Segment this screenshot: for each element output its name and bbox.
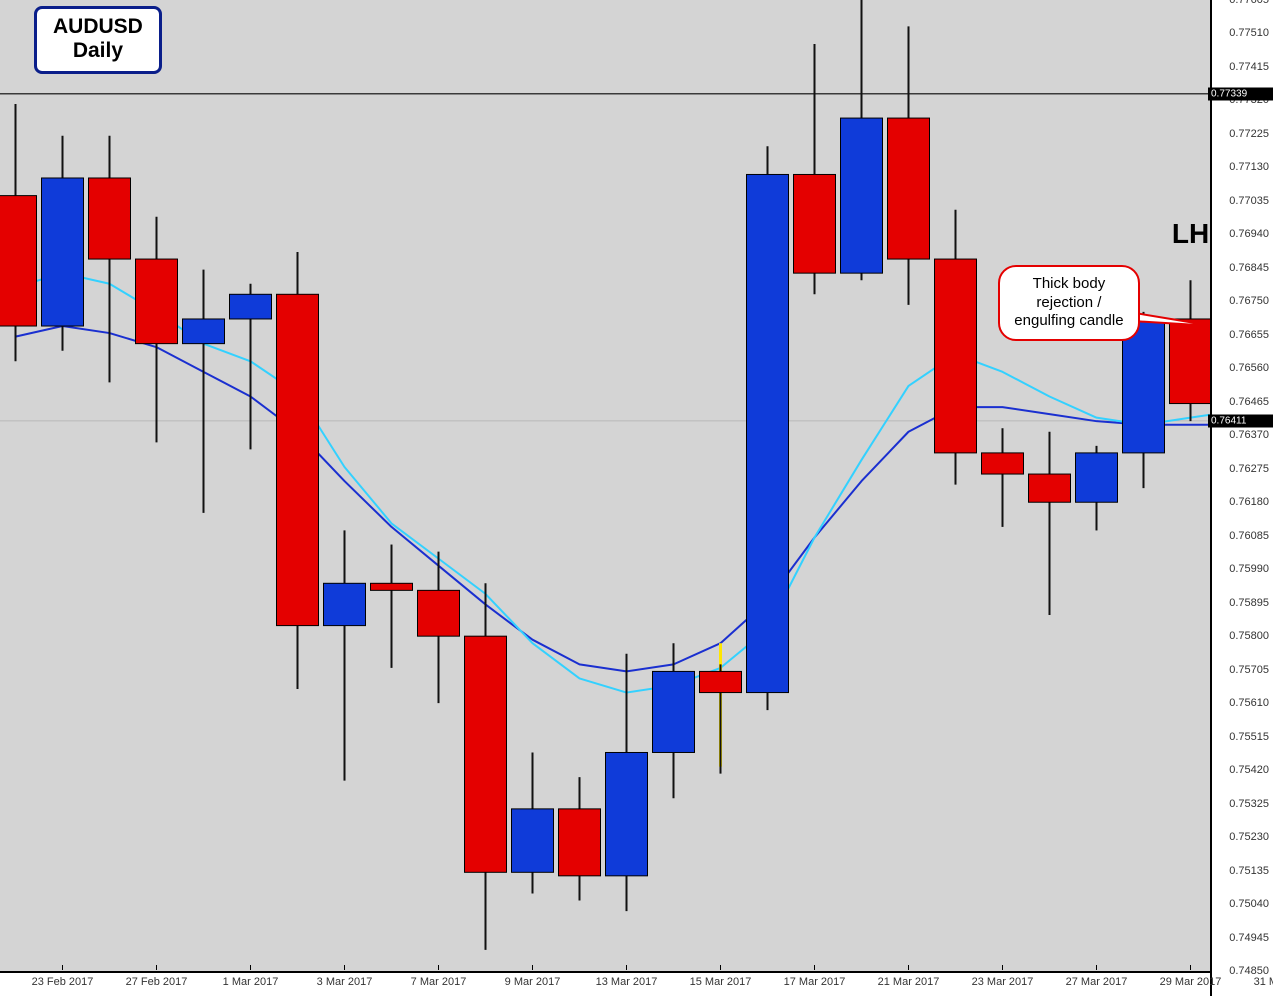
x-tick: 27 Feb 2017 <box>126 976 188 988</box>
y-tick: 0.76275 <box>1229 463 1269 475</box>
chart-title-box: AUDUSD Daily <box>34 6 162 74</box>
x-tick: 21 Mar 2017 <box>878 976 940 988</box>
plot-area <box>0 0 1210 971</box>
x-tick: 15 Mar 2017 <box>690 976 752 988</box>
y-tick: 0.75325 <box>1229 798 1269 810</box>
x-tick: 29 Mar 2017 <box>1160 976 1222 988</box>
y-tick: 0.76180 <box>1229 496 1269 508</box>
x-tick: 3 Mar 2017 <box>317 976 373 988</box>
y-tick: 0.75705 <box>1229 664 1269 676</box>
y-tick: 0.77130 <box>1229 161 1269 173</box>
y-tick: 0.76560 <box>1229 362 1269 374</box>
y-tick: 0.77510 <box>1229 27 1269 39</box>
y-tick: 0.75135 <box>1229 865 1269 877</box>
y-tick: 0.77225 <box>1229 128 1269 140</box>
y-tick: 0.77035 <box>1229 195 1269 207</box>
y-tick: 0.75040 <box>1229 898 1269 910</box>
y-tick: 0.75800 <box>1229 630 1269 642</box>
x-tick: 27 Mar 2017 <box>1066 976 1128 988</box>
price-tag-2: 0.76411 <box>1208 414 1273 427</box>
y-tick: 0.75515 <box>1229 731 1269 743</box>
y-tick: 0.76655 <box>1229 329 1269 341</box>
callout-line-3: engulfing candle <box>1014 312 1123 331</box>
y-tick: 0.76085 <box>1229 530 1269 542</box>
y-tick: 0.75895 <box>1229 597 1269 609</box>
x-tick: 9 Mar 2017 <box>505 976 561 988</box>
y-tick: 0.75420 <box>1229 764 1269 776</box>
y-tick: 0.75230 <box>1229 831 1269 843</box>
price-tag-1: 0.77339 <box>1208 87 1273 100</box>
y-tick: 0.76750 <box>1229 295 1269 307</box>
y-tick: 0.74945 <box>1229 932 1269 944</box>
x-tick: 23 Mar 2017 <box>972 976 1034 988</box>
y-tick: 0.77415 <box>1229 61 1269 73</box>
x-tick: 23 Feb 2017 <box>32 976 94 988</box>
y-tick: 0.75990 <box>1229 563 1269 575</box>
title-timeframe: Daily <box>53 39 143 63</box>
callout-line-2: rejection / <box>1014 294 1123 313</box>
y-tick: 0.77605 <box>1229 0 1269 6</box>
lower-high-label: LH <box>1172 218 1209 250</box>
y-axis: 0.748500.749450.750400.751350.752300.753… <box>1210 0 1273 996</box>
title-symbol: AUDUSD <box>53 15 143 39</box>
y-tick: 0.76370 <box>1229 429 1269 441</box>
x-axis: 201723 Feb 201727 Feb 20171 Mar 20173 Ma… <box>0 971 1210 996</box>
callout-line-1: Thick body <box>1014 275 1123 294</box>
y-tick: 0.76465 <box>1229 396 1269 408</box>
y-tick: 0.75610 <box>1229 697 1269 709</box>
x-tick: 7 Mar 2017 <box>411 976 467 988</box>
x-tick: 1 Mar 2017 <box>223 976 279 988</box>
callout-box: Thick body rejection / engulfing candle <box>998 265 1139 341</box>
x-tick: 31 Mar 2017 <box>1254 976 1273 988</box>
y-tick: 0.76940 <box>1229 228 1269 240</box>
y-tick: 0.76845 <box>1229 262 1269 274</box>
x-tick: 13 Mar 2017 <box>596 976 658 988</box>
x-tick: 17 Mar 2017 <box>784 976 846 988</box>
chart-root: 0.748500.749450.750400.751350.752300.753… <box>0 0 1273 996</box>
